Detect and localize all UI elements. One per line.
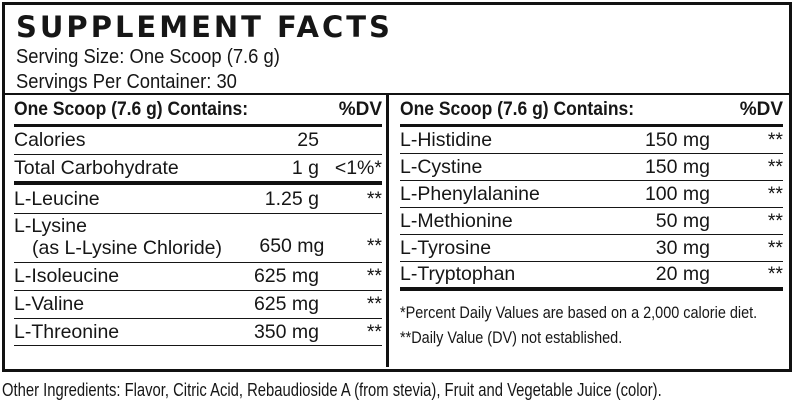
nutrient-amount: 350 mg [253, 320, 319, 343]
nutrient-dv: ** [767, 209, 783, 232]
table-row-l-lysine: L-Lysine (as L-Lysine Chloride) 650 mg *… [14, 214, 382, 263]
nutrient-name: L-Valine [14, 293, 85, 315]
nutrient-dv: <1%* [334, 156, 382, 179]
other-ingredients: Other Ingredients: Flavor, Citric Acid, … [2, 379, 662, 400]
nutrient-amount: 20 mg [655, 263, 710, 285]
nutrient-name: L-Leucine [14, 187, 100, 210]
table-row-l-valine: L-Valine 625 mg ** [14, 291, 382, 319]
table-row-total-carbohydrate: Total Carbohydrate 1 g <1%* [14, 155, 382, 185]
servings-per-container: Servings Per Container: 30 [16, 71, 237, 93]
nutrient-dv: ** [767, 155, 783, 178]
column-divider [386, 95, 389, 367]
nutrient-amount: 150 mg [644, 155, 710, 178]
nutrient-name: L-Lysine (as L-Lysine Chloride) [14, 215, 222, 262]
contains-label: One Scoop (7.6 g) Contains: [400, 98, 635, 120]
nutrient-name: L-Threonine [14, 320, 120, 343]
nutrient-dv: ** [366, 235, 382, 257]
dv-header-label: %DV [338, 98, 382, 120]
nutrient-dv: ** [366, 293, 382, 315]
dv-header-label: %DV [739, 98, 783, 120]
nutrient-amount: 150 mg [644, 128, 710, 151]
supplement-facts-panel: SUPPLEMENT FACTS Serving Size: One Scoop… [2, 2, 792, 372]
nutrient-amount: 625 mg [253, 265, 319, 287]
nutrient-name: L-Cystine [400, 155, 483, 178]
nutrient-name-sub: (as L-Lysine Chloride) [32, 237, 223, 259]
serving-size: Serving Size: One Scoop (7.6 g) [16, 46, 280, 68]
panel-header: SUPPLEMENT FACTS Serving Size: One Scoop… [5, 5, 789, 93]
nutrient-amount: 1 g [291, 156, 319, 179]
nutrient-dv: ** [366, 265, 382, 287]
facts-column-left: One Scoop (7.6 g) Contains: %DV Calories… [5, 95, 386, 367]
nutrient-dv: ** [366, 187, 382, 210]
panel-title: SUPPLEMENT FACTS [16, 10, 393, 44]
nutrient-amount: 650 mg [259, 235, 325, 257]
table-row-l-histidine: L-Histidine 150 mg ** [400, 127, 783, 154]
nutrient-name: L-Isoleucine [14, 265, 120, 287]
nutrient-amount: 1.25 g [264, 187, 319, 210]
nutrient-name: L-Phenylalanine [400, 182, 540, 205]
nutrient-dv: ** [366, 320, 382, 343]
nutrient-amount: 625 mg [253, 293, 319, 315]
column-header-right: One Scoop (7.6 g) Contains: %DV [400, 95, 783, 127]
column-header-left: One Scoop (7.6 g) Contains: %DV [14, 95, 382, 127]
nutrient-dv: ** [767, 236, 783, 259]
table-row-l-tryptophan: L-Tryptophan 20 mg ** [400, 262, 783, 291]
nutrient-name: L-Histidine [400, 128, 493, 151]
footnote-percent-dv: *Percent Daily Values are based on a 2,0… [400, 303, 758, 322]
facts-column-right: One Scoop (7.6 g) Contains: %DV L-Histid… [389, 95, 789, 367]
table-row-calories: Calories 25 [14, 127, 382, 155]
nutrient-name: Calories [14, 129, 86, 151]
facts-columns: One Scoop (7.6 g) Contains: %DV Calories… [5, 93, 789, 367]
nutrient-dv: ** [767, 263, 783, 285]
table-row-l-phenylalanine: L-Phenylalanine 100 mg ** [400, 181, 783, 208]
table-row-l-cystine: L-Cystine 150 mg ** [400, 154, 783, 181]
table-row-l-isoleucine: L-Isoleucine 625 mg ** [14, 263, 382, 291]
nutrient-name-main: L-Lysine [14, 215, 87, 237]
contains-label: One Scoop (7.6 g) Contains: [14, 98, 249, 120]
table-row-l-leucine: L-Leucine 1.25 g ** [14, 185, 382, 214]
nutrient-name: L-Tryptophan [400, 263, 516, 285]
table-row-l-tyrosine: L-Tyrosine 30 mg ** [400, 235, 783, 262]
nutrient-dv: ** [767, 182, 783, 205]
footnote-dv-not-established: **Daily Value (DV) not established. [400, 328, 623, 347]
table-row-l-threonine: L-Threonine 350 mg ** [14, 319, 382, 346]
table-row-l-methionine: L-Methionine 50 mg ** [400, 208, 783, 235]
nutrient-name: L-Methionine [400, 209, 513, 232]
nutrient-name: Total Carbohydrate [14, 156, 179, 179]
nutrient-amount: 25 [297, 129, 319, 151]
footnotes: *Percent Daily Values are based on a 2,0… [400, 291, 783, 350]
nutrient-amount: 50 mg [655, 209, 710, 232]
nutrient-dv: ** [767, 128, 783, 151]
nutrient-name: L-Tyrosine [400, 236, 492, 259]
nutrient-amount: 30 mg [655, 236, 710, 259]
nutrient-amount: 100 mg [644, 182, 710, 205]
